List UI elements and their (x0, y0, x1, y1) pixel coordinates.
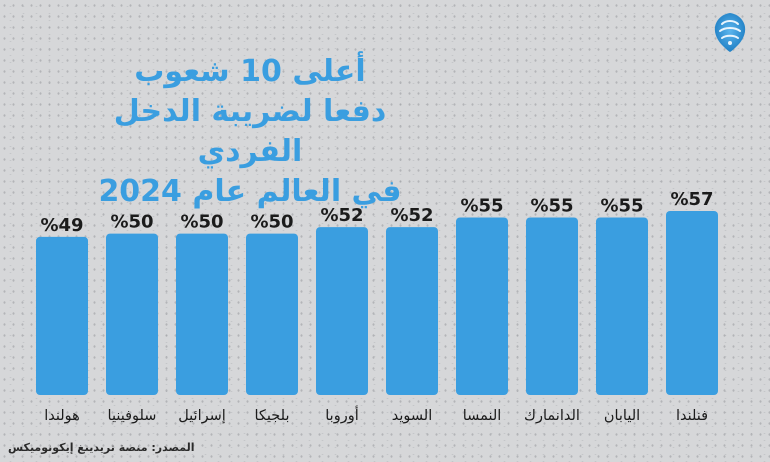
bar-value-label: %52 (390, 205, 433, 226)
bar-4 (386, 227, 438, 395)
bar-value-label: %55 (530, 195, 573, 216)
bar-value-label: %57 (670, 189, 713, 210)
source-note: المصدر: منصة تريدينغ إيكونوميكس (8, 441, 195, 454)
bar-value-label: %50 (250, 212, 293, 233)
bar-value-label: %49 (40, 215, 83, 236)
bar-2 (526, 217, 578, 395)
bar-chart: %57 فنلندا %55 اليابان %55 الدانمارك %55 النمسا… (36, 189, 718, 424)
bar-7 (176, 233, 228, 395)
chart-title: أعلى 10 شعوب دفعا لضريبة الدخل الفردي في… (98, 54, 402, 209)
bar-value-label: %50 (180, 212, 223, 233)
bar-value-label: %50 (110, 212, 153, 233)
bar-9 (36, 236, 88, 395)
category-label: اليابان (604, 408, 640, 424)
bar-5 (316, 227, 368, 395)
bar-0 (666, 211, 718, 395)
bar-value-label: %55 (460, 195, 503, 216)
bar-3 (456, 217, 508, 395)
category-label: أوروبا (325, 405, 359, 424)
category-label: الدانمارك (524, 408, 580, 424)
bar-6 (246, 233, 298, 395)
bar-1 (596, 217, 648, 395)
category-label: إسرائيل (178, 408, 226, 424)
category-label: سلوفينيا (108, 408, 157, 424)
al-jazeera-logo-icon (714, 13, 746, 52)
category-label: النمسا (463, 408, 502, 424)
bar-value-label: %52 (320, 205, 363, 226)
category-label: السويد (392, 408, 433, 424)
bar-value-label: %55 (600, 195, 643, 216)
bar-8 (106, 233, 158, 395)
category-label: هولندا (44, 408, 80, 424)
category-label: بلجيكا (255, 408, 290, 424)
category-label: فنلندا (676, 408, 708, 424)
